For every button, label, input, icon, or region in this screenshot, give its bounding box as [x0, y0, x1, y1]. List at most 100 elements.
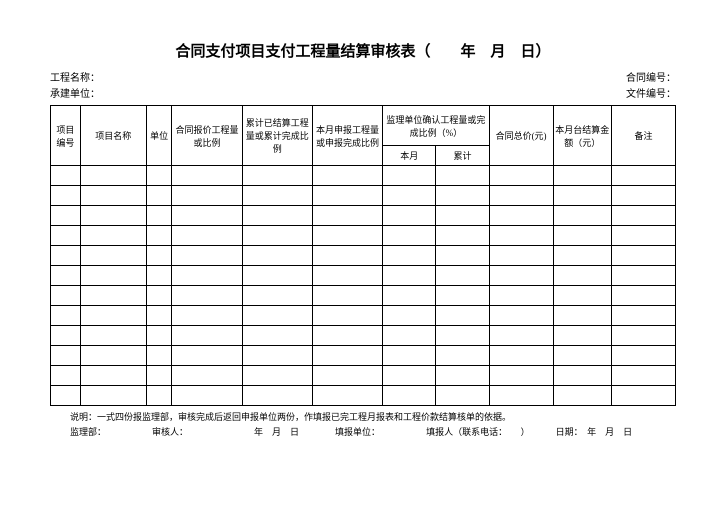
table-cell — [553, 186, 612, 206]
table-cell — [172, 166, 242, 186]
settlement-table: 项目编号 项目名称 单位 合同报价工程量或比例 累计已结算工程量或累计完成比例 … — [50, 105, 676, 406]
table-cell — [172, 206, 242, 226]
th-month-amount: 本月台结算金额（元） — [553, 106, 612, 166]
table-cell — [489, 206, 553, 226]
table-cell — [436, 286, 489, 306]
table-cell — [553, 246, 612, 266]
table-cell — [383, 326, 436, 346]
table-cell — [553, 306, 612, 326]
th-unit: 单位 — [146, 106, 172, 166]
table-cell — [612, 206, 676, 226]
table-cell — [51, 186, 81, 206]
meta-contract-no: 合同编号： — [626, 71, 676, 87]
table-cell — [312, 366, 382, 386]
table-cell — [172, 306, 242, 326]
table-cell — [146, 306, 172, 326]
table-cell — [51, 346, 81, 366]
table-cell — [436, 266, 489, 286]
table-cell — [553, 206, 612, 226]
th-cum-settled: 累计已结算工程量或累计完成比例 — [242, 106, 312, 166]
table-cell — [436, 366, 489, 386]
table-cell — [172, 286, 242, 306]
table-cell — [489, 246, 553, 266]
table-cell — [146, 366, 172, 386]
table-cell — [612, 306, 676, 326]
table-cell — [312, 326, 382, 346]
table-cell — [553, 386, 612, 406]
table-cell — [51, 266, 81, 286]
table-cell — [489, 366, 553, 386]
table-cell — [51, 366, 81, 386]
table-cell — [312, 186, 382, 206]
table-cell — [612, 326, 676, 346]
table-cell — [146, 186, 172, 206]
table-cell — [383, 386, 436, 406]
table-cell — [489, 286, 553, 306]
table-cell — [242, 286, 312, 306]
table-cell — [51, 226, 81, 246]
table-cell — [80, 286, 146, 306]
table-cell — [242, 306, 312, 326]
table-cell — [51, 386, 81, 406]
table-cell — [436, 246, 489, 266]
table-cell — [242, 326, 312, 346]
meta-file-no: 文件编号： — [626, 87, 676, 103]
th-cumulative: 累计 — [436, 146, 489, 166]
table-cell — [489, 166, 553, 186]
table-cell — [172, 246, 242, 266]
th-month-report: 本月申报工程量或申报完成比例 — [312, 106, 382, 166]
table-cell — [312, 306, 382, 326]
table-cell — [51, 306, 81, 326]
table-cell — [612, 366, 676, 386]
table-cell — [383, 166, 436, 186]
table-cell — [80, 346, 146, 366]
table-cell — [146, 346, 172, 366]
table-cell — [383, 226, 436, 246]
table-cell — [242, 346, 312, 366]
table-cell — [146, 386, 172, 406]
table-cell — [146, 166, 172, 186]
table-cell — [80, 186, 146, 206]
table-cell — [612, 226, 676, 246]
table-cell — [436, 306, 489, 326]
table-cell — [489, 386, 553, 406]
table-cell — [489, 346, 553, 366]
table-cell — [612, 186, 676, 206]
table-cell — [383, 206, 436, 226]
th-remark: 备注 — [612, 106, 676, 166]
table-cell — [383, 186, 436, 206]
table-cell — [312, 346, 382, 366]
table-cell — [242, 166, 312, 186]
th-contract-total: 合同总价(元) — [489, 106, 553, 166]
table-cell — [80, 246, 146, 266]
table-cell — [553, 326, 612, 346]
table-cell — [383, 246, 436, 266]
table-cell — [80, 206, 146, 226]
table-cell — [242, 226, 312, 246]
table-cell — [612, 246, 676, 266]
table-row — [51, 266, 676, 286]
table-cell — [172, 186, 242, 206]
th-this-month: 本月 — [383, 146, 436, 166]
table-cell — [172, 266, 242, 286]
table-cell — [242, 266, 312, 286]
footer-note: 说明：一式四份报监理部，审核完成后返回申报单位两份，作填报已完工程月报表和工程价… — [70, 410, 676, 425]
table-cell — [51, 246, 81, 266]
th-contract-qty: 合同报价工程量或比例 — [172, 106, 242, 166]
table-cell — [489, 326, 553, 346]
table-cell — [80, 226, 146, 246]
table-cell — [51, 326, 81, 346]
table-cell — [146, 286, 172, 306]
table-cell — [146, 246, 172, 266]
table-cell — [242, 386, 312, 406]
table-cell — [612, 266, 676, 286]
table-row — [51, 366, 676, 386]
table-row — [51, 206, 676, 226]
table-cell — [612, 386, 676, 406]
table-cell — [51, 166, 81, 186]
table-cell — [80, 166, 146, 186]
table-cell — [80, 326, 146, 346]
table-row — [51, 346, 676, 366]
table-cell — [242, 246, 312, 266]
th-supervisor-confirm: 监理单位确认工程量或完成比例（%） — [383, 106, 489, 146]
